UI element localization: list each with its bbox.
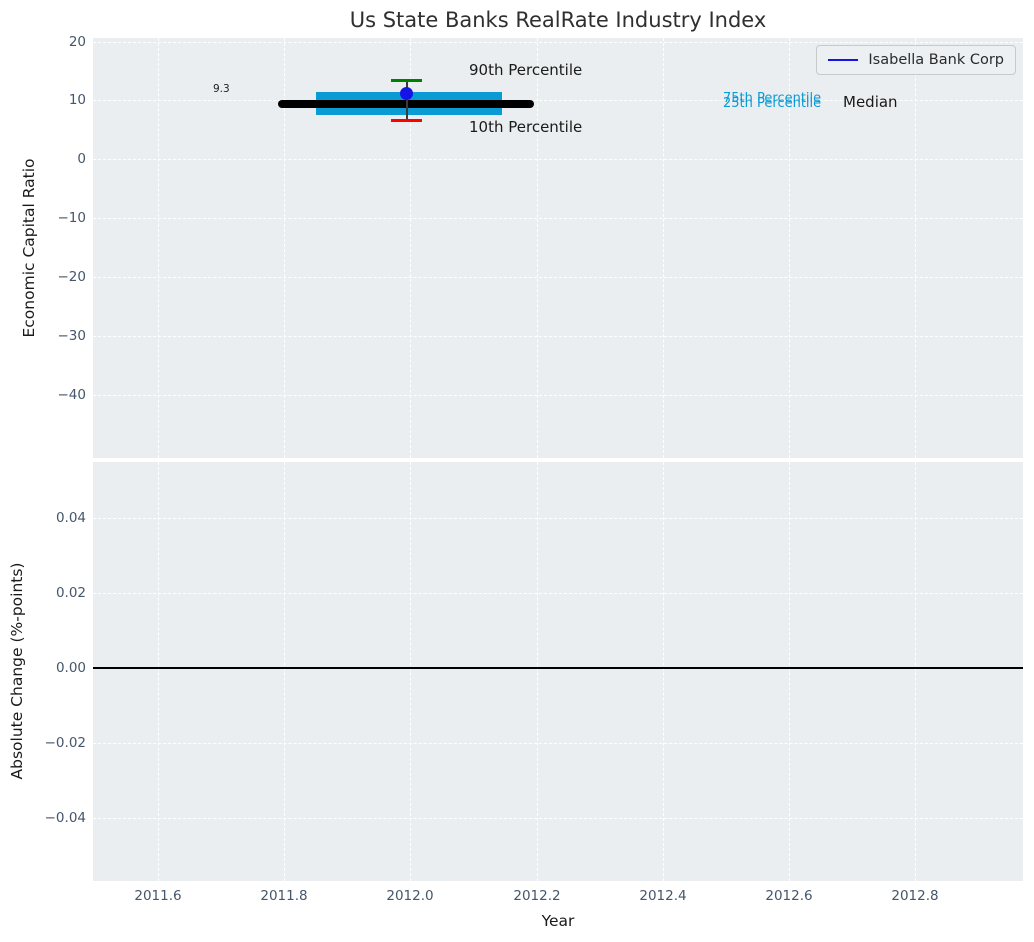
- p10-annotation: 10th Percentile: [469, 118, 583, 136]
- gridline-horizontal: [93, 277, 1023, 278]
- legend-label: Isabella Bank Corp: [868, 52, 1004, 68]
- top-y-tick-label: −10: [57, 210, 87, 226]
- gridline-vertical: [789, 462, 790, 881]
- top-y-tick-label: −20: [57, 269, 87, 285]
- top-y-tick-label: 10: [68, 92, 86, 108]
- p75-annotation: 75th Percentile: [723, 91, 822, 106]
- p25-annotation: 25th Percentile: [723, 96, 822, 111]
- gridline-horizontal: [93, 336, 1023, 337]
- p90-errorbar-cap: [391, 78, 422, 82]
- economic-capital-ratio-plot: 9.3 90th Percentile 10th Percentile 75th…: [93, 38, 1023, 458]
- gridline-vertical: [537, 38, 538, 458]
- gridline-horizontal: [93, 159, 1023, 160]
- bottom-y-tick-label: 0.02: [55, 585, 86, 601]
- top-y-tick-label: 20: [68, 33, 86, 50]
- gridline-vertical: [663, 38, 664, 458]
- gridline-horizontal: [93, 218, 1023, 219]
- gridline-horizontal: [93, 668, 1023, 669]
- bottom-y-tick-label: −0.02: [44, 735, 86, 751]
- x-tick-label: 2012.0: [386, 888, 434, 904]
- gridline-vertical: [410, 38, 411, 458]
- top-y-axis-label: Economic Capital Ratio: [20, 158, 38, 338]
- x-tick-label: 2012.8: [891, 888, 939, 904]
- x-tick-label: 2012.6: [765, 888, 813, 904]
- top-y-tick-label: −30: [57, 328, 87, 344]
- percentile-whisker-line: [406, 80, 408, 120]
- gridline-vertical: [789, 38, 790, 458]
- gridline-horizontal: [93, 818, 1023, 819]
- top-y-tick-label: −40: [57, 387, 87, 403]
- x-tick-label: 2011.8: [260, 888, 308, 904]
- bottom-y-tick-label: 0.04: [55, 510, 86, 526]
- median-value-label: 9.3: [213, 83, 230, 95]
- gridline-vertical: [284, 462, 285, 881]
- gridline-vertical: [284, 38, 285, 458]
- gridline-vertical: [537, 462, 538, 881]
- gridline-vertical: [915, 38, 916, 458]
- legend: Isabella Bank Corp: [816, 45, 1016, 75]
- median-annotation: Median: [843, 93, 898, 111]
- gridline-horizontal: [93, 395, 1023, 396]
- p10-errorbar-cap: [391, 118, 422, 122]
- gridline-horizontal: [93, 41, 1023, 43]
- gridline-horizontal: [93, 100, 1023, 101]
- chart-title: Us State Banks RealRate Industry Index: [349, 8, 767, 32]
- x-tick-label: 2012.2: [513, 888, 561, 904]
- gridline-vertical: [158, 462, 159, 881]
- bottom-y-tick-label: 0.00: [55, 660, 86, 676]
- gridline-vertical: [663, 462, 664, 881]
- gridline-vertical: [915, 462, 916, 881]
- gridline-horizontal: [93, 518, 1023, 519]
- gridline-horizontal: [93, 743, 1023, 744]
- bottom-y-tick-label: −0.04: [44, 810, 86, 826]
- legend-line-swatch: [828, 58, 859, 62]
- top-y-tick-label: 0: [77, 151, 86, 167]
- gridline-vertical: [410, 462, 411, 881]
- company-data-point: [400, 87, 413, 100]
- x-tick-label: 2012.4: [639, 888, 687, 904]
- p90-annotation: 90th Percentile: [469, 61, 583, 79]
- x-tick-label: 2011.6: [134, 888, 182, 904]
- x-axis-label: Year: [541, 912, 575, 930]
- gridline-horizontal: [93, 593, 1023, 594]
- absolute-change-plot: [93, 462, 1023, 881]
- gridline-vertical: [158, 38, 159, 458]
- zero-reference-line: [93, 666, 1023, 669]
